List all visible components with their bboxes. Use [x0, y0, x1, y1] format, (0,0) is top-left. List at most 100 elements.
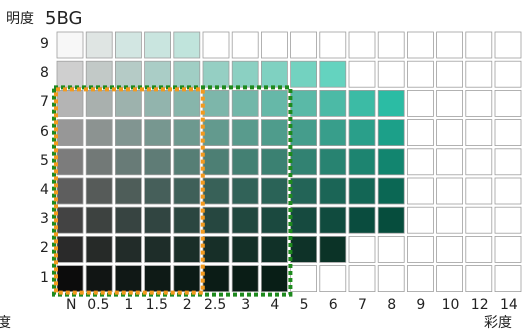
color-chip	[290, 177, 318, 205]
chroma-tick-label: 1.5	[145, 297, 168, 313]
empty-cell	[465, 177, 493, 205]
color-chip	[115, 119, 142, 146]
chroma-tick-label: 6	[328, 297, 338, 313]
color-chip	[290, 206, 318, 234]
color-chip	[377, 90, 405, 117]
color-chip	[202, 60, 230, 88]
color-chip	[260, 60, 288, 88]
color-chip	[144, 206, 172, 234]
color-chip	[56, 60, 84, 88]
color-chip	[377, 206, 405, 234]
empty-cell	[377, 265, 405, 293]
empty-cell	[494, 265, 522, 293]
color-chip	[56, 119, 84, 146]
empty-cell	[436, 31, 464, 59]
color-chip	[85, 31, 113, 59]
empty-cell	[260, 31, 288, 59]
value-tick-label: 4	[40, 182, 49, 198]
empty-cell	[406, 31, 434, 59]
empty-cell	[406, 119, 434, 146]
value-tick-label: 3	[40, 211, 49, 228]
empty-cell	[406, 177, 434, 205]
color-chip	[319, 119, 347, 146]
color-chip	[260, 206, 288, 234]
value-tick-label: 1	[40, 269, 49, 286]
empty-cell	[494, 119, 522, 146]
empty-cell	[406, 265, 434, 293]
color-chip	[231, 235, 259, 263]
value-tick-label: 6	[40, 123, 49, 140]
empty-cell	[406, 206, 434, 234]
empty-cell	[406, 60, 434, 88]
color-chip	[56, 90, 84, 117]
color-chip	[260, 235, 288, 263]
color-chip	[173, 235, 201, 263]
empty-cell	[494, 90, 522, 117]
color-chip	[202, 148, 230, 176]
color-chip	[85, 177, 113, 205]
color-chip	[377, 119, 405, 146]
color-chip	[173, 177, 201, 205]
color-chip	[173, 119, 201, 146]
color-chip	[260, 119, 288, 146]
empty-cell	[436, 119, 464, 146]
chroma-tick-label: 3	[241, 297, 251, 313]
empty-cell	[465, 90, 493, 117]
chroma-tick-label: 7	[358, 297, 367, 313]
hue-title: 5BG	[45, 8, 83, 29]
color-chip	[202, 235, 230, 263]
color-chip	[144, 148, 172, 176]
region-outlines	[52, 85, 293, 297]
color-chip	[115, 206, 142, 234]
empty-cell	[436, 90, 464, 117]
color-chip	[348, 177, 376, 205]
empty-cell	[494, 235, 522, 263]
color-chip	[290, 90, 318, 117]
color-chip	[202, 119, 230, 146]
color-chip	[202, 206, 230, 234]
color-chip	[377, 148, 405, 176]
color-chip	[85, 119, 113, 146]
chroma-tick-label: 14	[500, 297, 518, 313]
color-chip	[377, 177, 405, 205]
color-chip	[348, 119, 376, 146]
empty-cell	[465, 206, 493, 234]
empty-cell	[465, 235, 493, 263]
x-axis-label-left: 度	[0, 315, 11, 331]
empty-cell	[436, 148, 464, 176]
color-chip	[85, 265, 113, 293]
color-chip	[319, 148, 347, 176]
color-chip	[173, 265, 201, 293]
chroma-tick-label: 8	[387, 297, 397, 313]
color-chip	[85, 90, 113, 117]
color-chip	[85, 206, 113, 234]
empty-cell	[465, 119, 493, 146]
empty-cell	[290, 31, 318, 59]
color-chip	[56, 31, 84, 59]
color-chip	[260, 90, 288, 117]
empty-cell	[377, 31, 405, 59]
empty-cell	[348, 60, 376, 88]
value-axis-title: 明度	[6, 11, 34, 27]
color-chip	[173, 206, 201, 234]
color-chip	[260, 265, 288, 293]
empty-cell	[406, 235, 434, 263]
color-chip	[85, 235, 113, 263]
empty-cell	[319, 265, 347, 293]
color-chip	[231, 119, 259, 146]
color-chip	[85, 60, 113, 88]
value-tick-label: 8	[40, 65, 49, 82]
empty-cell	[465, 148, 493, 176]
color-chip	[290, 148, 318, 176]
chroma-tick-label: 4	[270, 297, 280, 313]
color-chip	[260, 177, 288, 205]
empty-cell	[406, 90, 434, 117]
chroma-tick-label: 12	[470, 297, 489, 313]
empty-cell	[436, 235, 464, 263]
empty-cell	[494, 31, 522, 59]
color-chip	[319, 235, 347, 263]
empty-cell	[231, 31, 259, 59]
empty-cell	[436, 206, 464, 234]
chroma-tick-label: 1	[124, 297, 134, 313]
empty-cell	[436, 60, 464, 88]
